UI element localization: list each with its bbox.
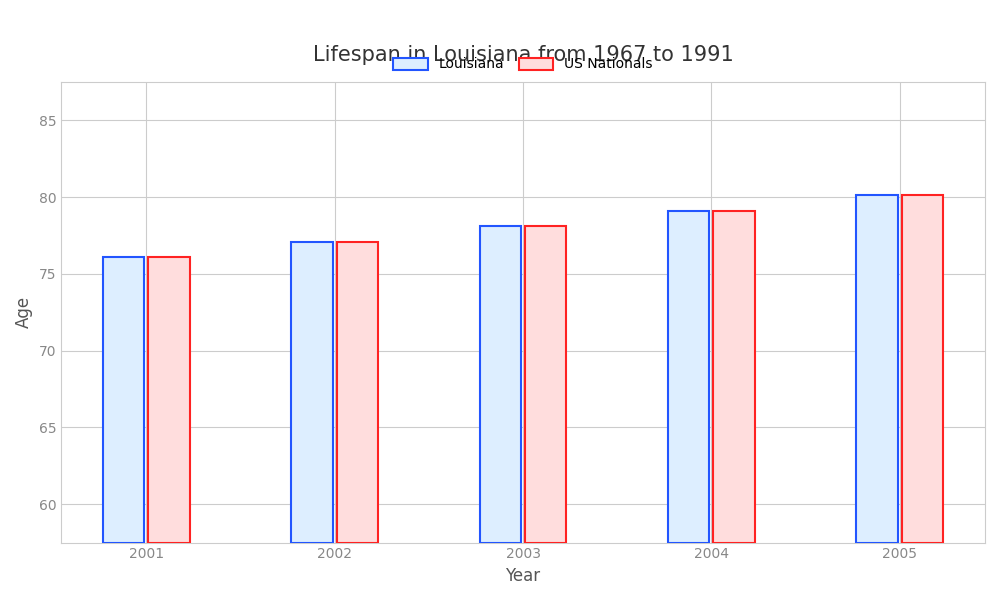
Bar: [902, 196, 943, 542]
Y-axis label: Age: Age: [15, 296, 33, 328]
Title: Lifespan in Louisiana from 1967 to 1991: Lifespan in Louisiana from 1967 to 1991: [313, 45, 733, 65]
Legend: Louisiana, US Nationals: Louisiana, US Nationals: [388, 52, 658, 77]
Bar: [480, 226, 521, 542]
Bar: [148, 257, 190, 542]
Bar: [291, 242, 333, 542]
Bar: [668, 211, 709, 542]
Bar: [713, 211, 755, 542]
Bar: [337, 242, 378, 542]
X-axis label: Year: Year: [505, 567, 541, 585]
Bar: [856, 196, 898, 542]
Bar: [103, 257, 144, 542]
Bar: [525, 226, 566, 542]
